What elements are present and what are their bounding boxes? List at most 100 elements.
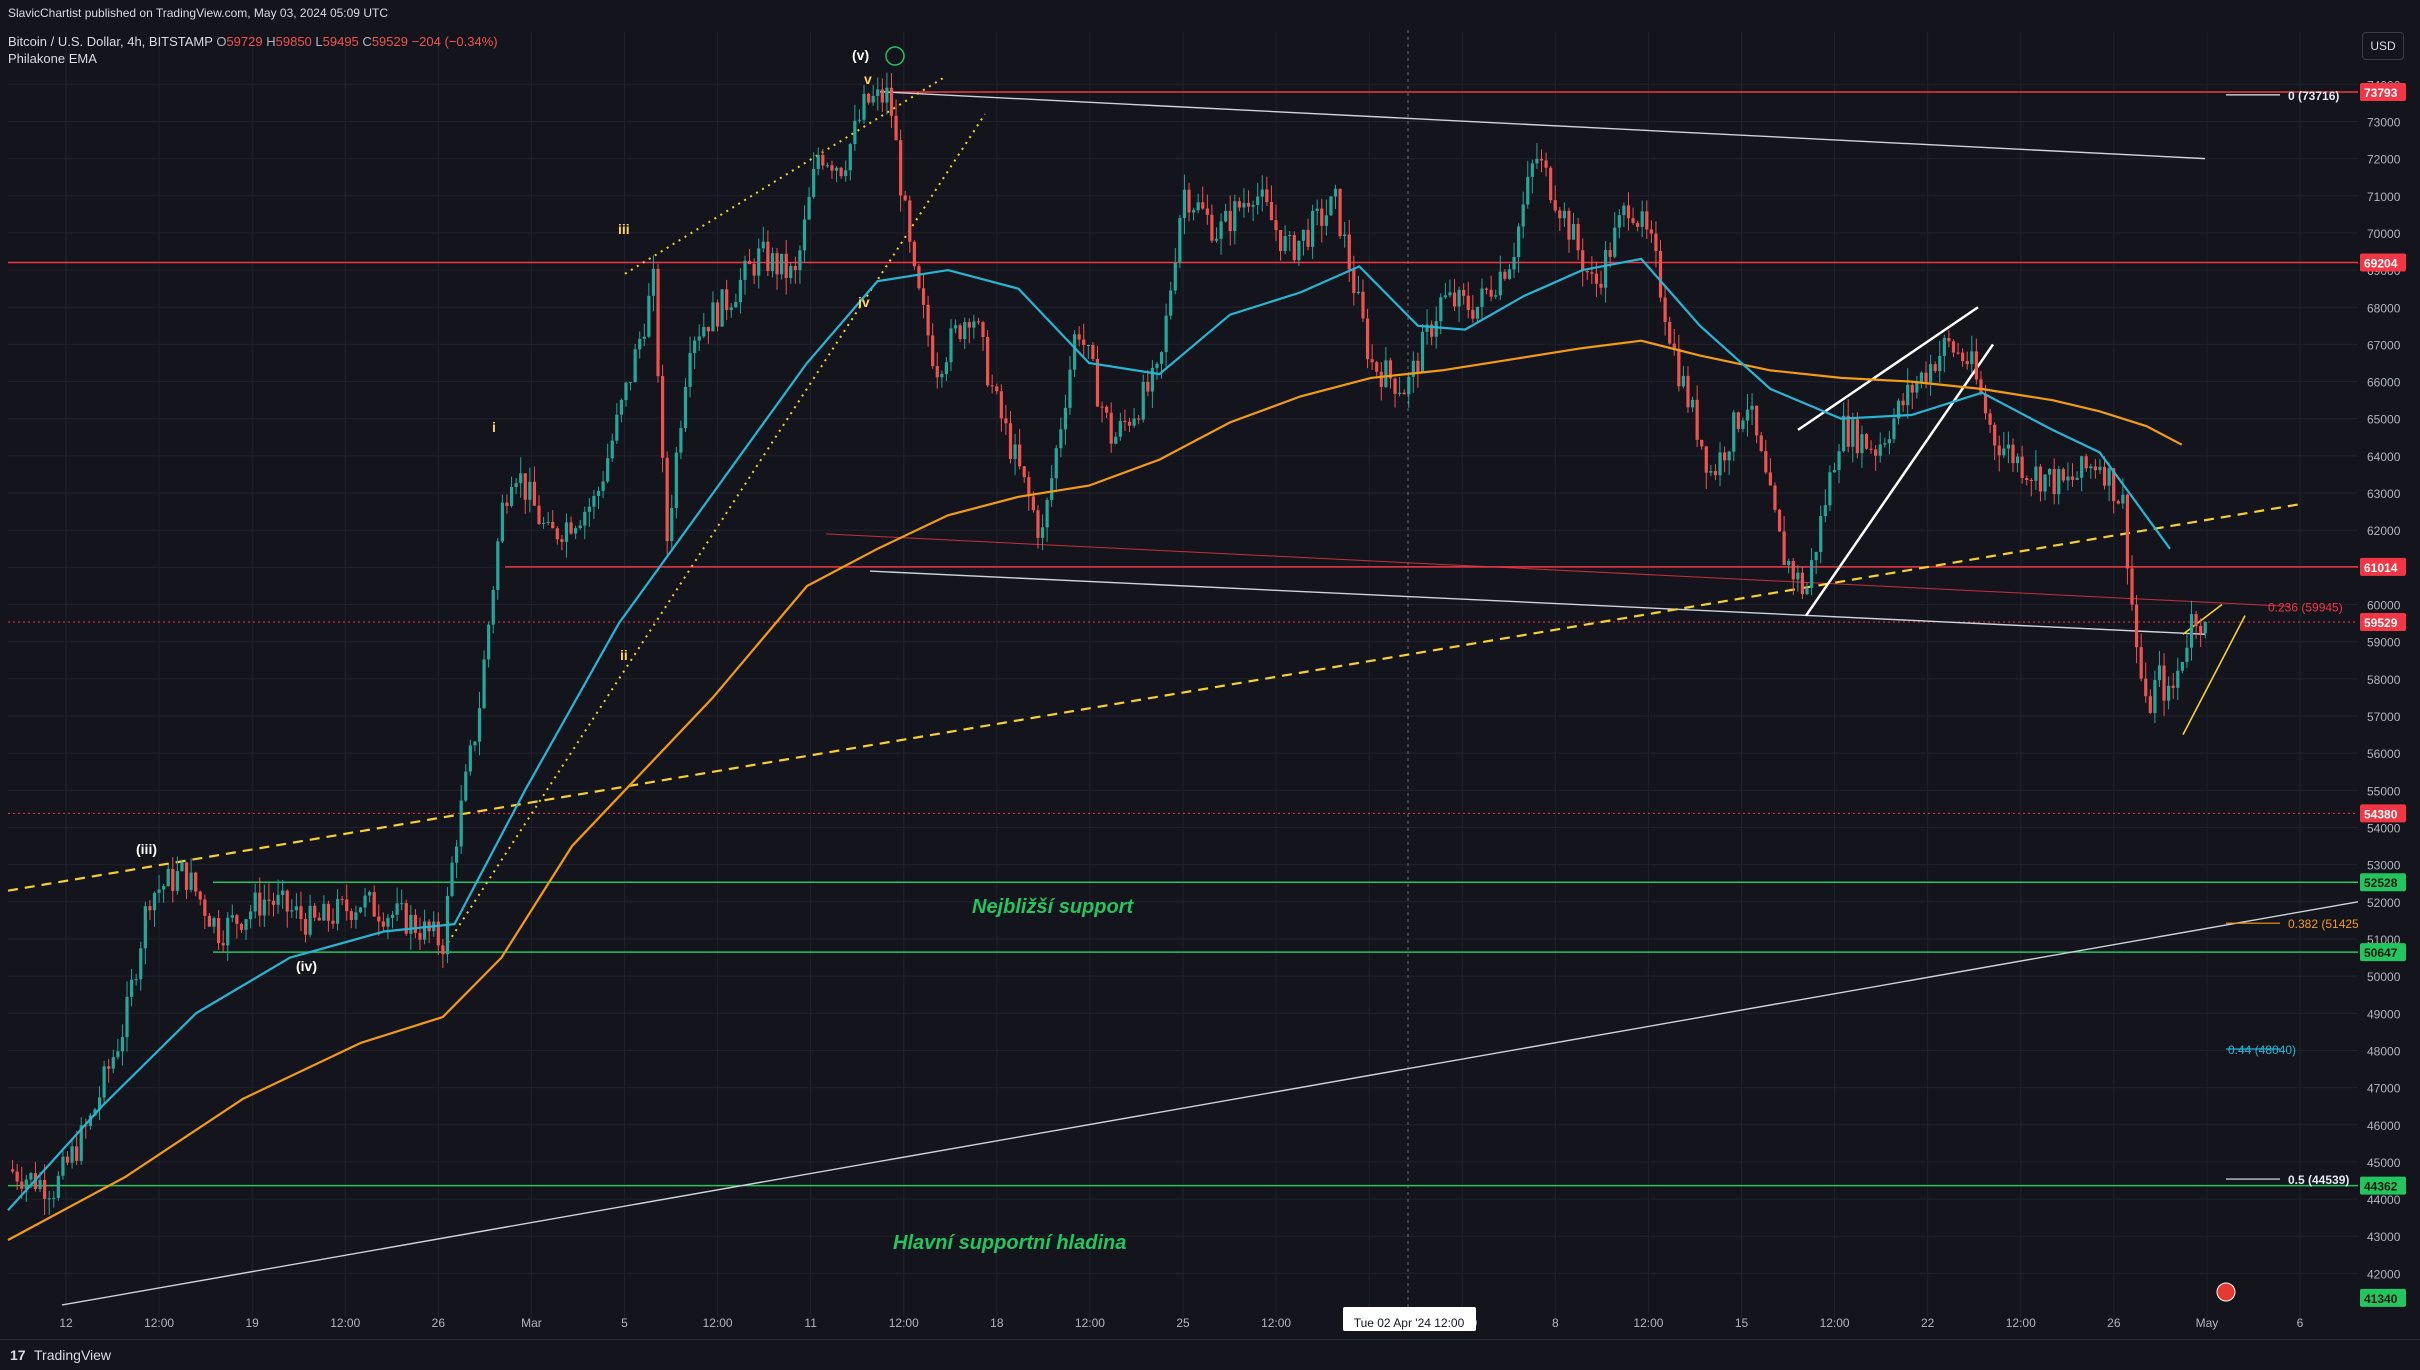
candle-body: [1755, 405, 1759, 436]
candle-body: [1942, 338, 1946, 356]
candle-body: [2162, 665, 2166, 701]
candle-body: [1878, 444, 1882, 456]
candle-body: [1892, 418, 1896, 440]
candle-body: [1672, 343, 1676, 349]
candle-body: [1036, 510, 1040, 538]
wedge-upper-line: [1797, 306, 1979, 431]
candle-body: [1416, 360, 1420, 373]
candle-body: [665, 457, 669, 542]
candle-body: [496, 541, 500, 590]
candle-body: [1205, 208, 1209, 215]
candle-body: [2011, 444, 2015, 464]
candle-body: [235, 915, 239, 924]
y-tick-label: 60000: [2367, 599, 2401, 613]
candle-body: [926, 304, 930, 336]
long-trend-line: [61, 901, 2359, 1306]
currency-button[interactable]: USD: [2362, 32, 2404, 60]
candle-body: [390, 914, 395, 918]
candle-body: [1988, 413, 1992, 425]
candle-body: [1654, 233, 1658, 251]
price-label-box: [2360, 613, 2406, 632]
candle-body: [1526, 176, 1530, 205]
candle-body: [1008, 423, 1013, 459]
candle-body: [528, 481, 532, 500]
candle-body: [1961, 352, 1965, 362]
candle-body: [894, 115, 898, 141]
tradingview-logo-icon[interactable]: 17: [10, 1347, 26, 1363]
candle-body: [519, 473, 523, 484]
candle-body: [340, 899, 344, 901]
candle-body: [1906, 384, 1910, 406]
y-tick-label: 45000: [2367, 1156, 2401, 1170]
candle-body: [1723, 452, 1727, 461]
candle-body: [944, 362, 949, 374]
candle-body: [1883, 443, 1887, 445]
candle-body: [15, 1171, 19, 1182]
candle-body: [2153, 680, 2157, 713]
candle-body: [1594, 273, 1599, 284]
candle-body: [180, 862, 184, 872]
candle-body: [24, 1179, 28, 1189]
candle-body: [1457, 289, 1461, 307]
candle-body: [294, 906, 298, 911]
candle-body: [972, 321, 976, 328]
candle-body: [157, 889, 161, 893]
candle-body: [1576, 224, 1580, 251]
candle-body: [2093, 466, 2097, 471]
candle-body: [1503, 271, 1507, 279]
candle-body: [1832, 470, 1837, 473]
price-label: 50647: [2364, 946, 2398, 960]
candle-body: [2203, 622, 2207, 634]
wave-label: (v): [852, 47, 869, 63]
candle-body: [1379, 371, 1383, 387]
candle-body: [477, 708, 482, 742]
ohlc-close: 59529: [371, 34, 408, 49]
candle-body: [1796, 572, 1800, 580]
candle-body: [1636, 222, 1640, 227]
candle-body: [1686, 375, 1690, 408]
candle-body: [949, 328, 953, 363]
candle-body: [79, 1125, 83, 1161]
candle-body: [601, 481, 605, 491]
price-label-box: [2360, 873, 2406, 892]
candle-body: [1260, 189, 1264, 197]
candle-body: [853, 120, 857, 145]
price-label: 54380: [2364, 807, 2398, 821]
x-tick-label: 5: [621, 1316, 628, 1330]
tradingview-brand[interactable]: TradingView: [34, 1347, 112, 1363]
candle-body: [1521, 204, 1525, 227]
candle-body: [500, 502, 504, 542]
candle-body: [683, 386, 688, 429]
annotation-nearest-support: Nejbližší support: [972, 896, 1134, 918]
candle-body: [1338, 188, 1342, 237]
candle-body: [1590, 272, 1594, 274]
ohlc-high-label: H: [266, 34, 276, 49]
x-tick-label: 11: [804, 1316, 817, 1330]
descending-red-line: [825, 533, 2291, 607]
candle-body: [2061, 469, 2065, 481]
fib-level-label: 0 (73716): [2288, 89, 2339, 103]
candle-body: [1077, 334, 1081, 340]
candle-body: [1054, 448, 1058, 479]
candle-body: [1091, 345, 1095, 360]
price-label: 44362: [2364, 1180, 2398, 1194]
candle-body: [578, 525, 582, 529]
candle-body: [1443, 295, 1447, 298]
candle-body: [2121, 494, 2125, 504]
y-tick-label: 56000: [2367, 747, 2401, 761]
y-tick-label: 57000: [2367, 710, 2401, 724]
symbol-name[interactable]: Bitcoin / U.S. Dollar, 4h, BITSTAMP: [8, 34, 213, 49]
candle-body: [1214, 238, 1219, 241]
candle-body: [1631, 218, 1635, 223]
y-tick-label: 63000: [2367, 487, 2401, 501]
candle-body: [1347, 234, 1351, 270]
y-tick-label: 53000: [2367, 859, 2401, 873]
candle-body: [1013, 444, 1017, 459]
candle-body: [88, 1115, 92, 1127]
x-tick-label: 18: [990, 1316, 1004, 1330]
indicator-name[interactable]: Philakone EMA: [8, 51, 97, 66]
candle-body: [1365, 318, 1370, 360]
candle-body: [1928, 364, 1933, 383]
candle-body: [1933, 364, 1937, 372]
